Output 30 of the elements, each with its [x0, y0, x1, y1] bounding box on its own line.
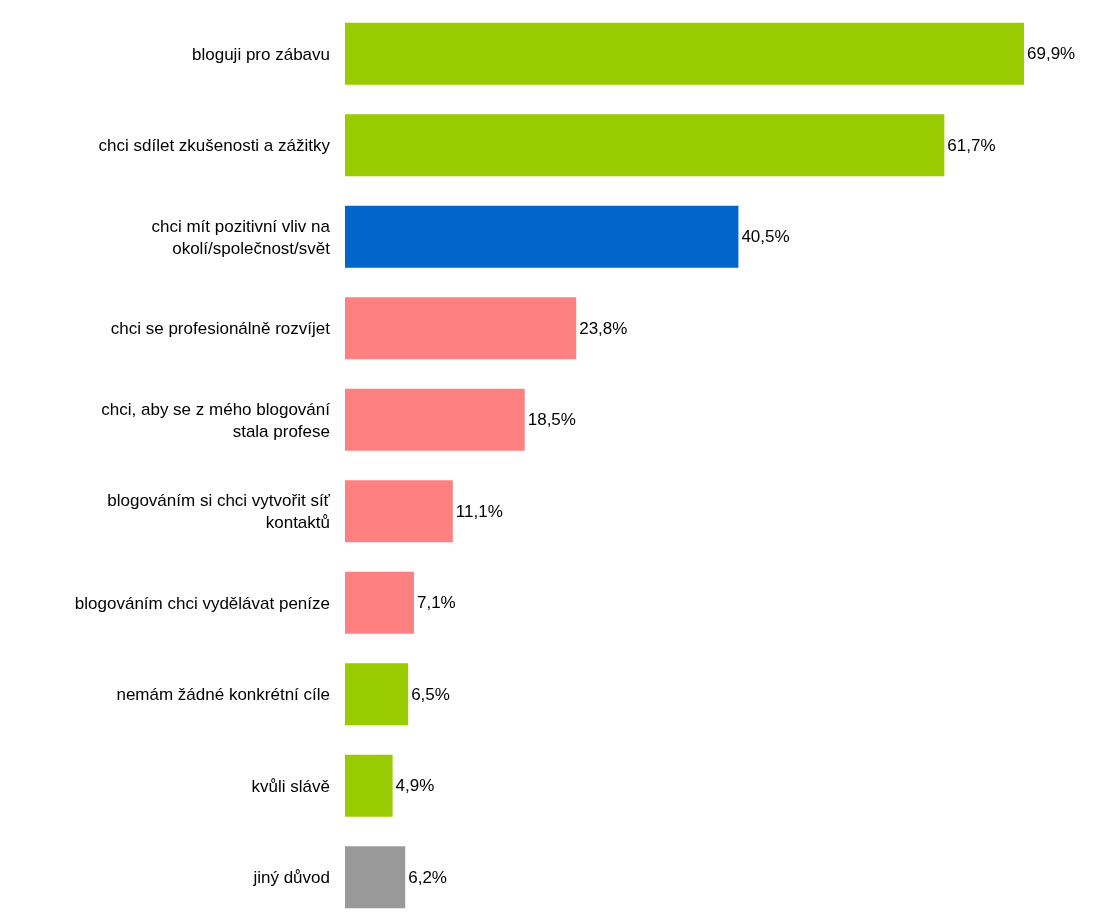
bar — [345, 846, 406, 909]
data-label: 11,1% — [455, 501, 503, 521]
y-tick-label: chci se profesionálně rozvíjet — [110, 319, 331, 339]
y-tick-label: nemám žádné konkrétní cíle — [116, 685, 330, 705]
bar — [345, 205, 739, 268]
y-tick-label: chci mít pozitivní vliv na okolí/společnost/svět — [151, 216, 331, 258]
y-tick-label: chci, aby se z mého blogování stala profese — [101, 399, 331, 441]
y-tick-label: blogováním chci vydělávat peníze — [74, 593, 330, 613]
data-label: 18,5% — [527, 410, 576, 430]
bar — [345, 480, 453, 543]
data-label: 61,7% — [947, 135, 996, 155]
bar — [345, 663, 409, 726]
bar — [345, 571, 414, 634]
y-tick-label: blogováním si chci vytvořit síť kontaktů — [107, 491, 331, 533]
data-label: 23,8% — [579, 318, 628, 338]
data-label: 6,5% — [411, 684, 450, 704]
bar — [345, 297, 577, 360]
y-tick-label: kvůli slávě — [251, 776, 330, 796]
data-label: 40,5% — [741, 227, 790, 247]
data-label: 69,9% — [1027, 44, 1076, 64]
bar — [345, 22, 1024, 85]
data-label: 7,1% — [416, 593, 456, 613]
data-label: 4,9% — [395, 776, 435, 796]
y-tick-label: bloguji pro zábavu — [192, 44, 330, 64]
y-tick-label: jiný důvod — [252, 868, 330, 888]
data-label: 6,2% — [408, 867, 447, 887]
y-tick-label: chci sdílet zkušenosti a zážitky — [98, 136, 331, 156]
bar — [345, 114, 945, 177]
bar — [345, 754, 393, 817]
bar — [345, 388, 525, 451]
